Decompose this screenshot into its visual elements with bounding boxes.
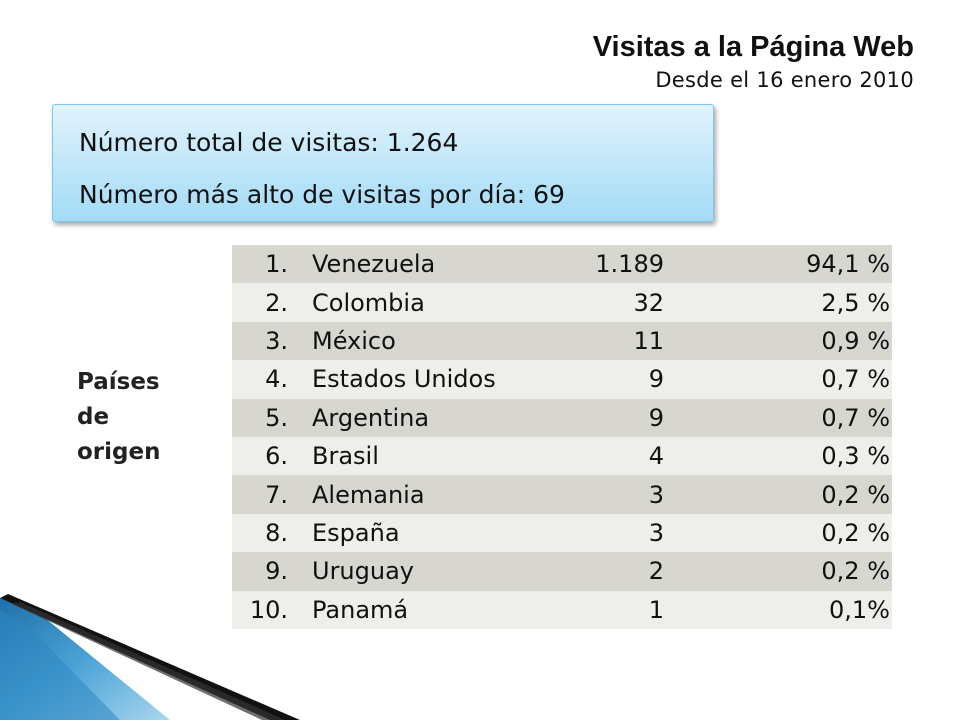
percent-cell: 0,7 % — [668, 360, 892, 399]
table-row: 9. Uruguay 2 0,2 % — [232, 552, 892, 591]
countries-of-origin-label: Países de origen — [77, 365, 160, 470]
table-row: 7. Alemania 3 0,2 % — [232, 475, 892, 514]
title-block: Visitas a la Página Web Desde el 16 ener… — [593, 28, 914, 94]
percent-cell: 0,3 % — [668, 436, 892, 476]
visits-cell: 3 — [542, 475, 668, 514]
percent-cell: 0,9 % — [668, 321, 892, 361]
countries-table: 1. Venezuela 1.189 94,1 % 2. Colombia 32 2,5 % 3… — [232, 245, 892, 629]
table-row: 8. España 3 0,2 % — [232, 513, 892, 553]
percent-cell: 0,7 % — [668, 398, 892, 437]
country-name-cell: Panamá — [312, 590, 542, 629]
country-name-cell: Brasil — [312, 436, 542, 476]
visits-cell: 3 — [542, 513, 668, 553]
page-subtitle: Desde el 16 enero 2010 — [655, 68, 914, 92]
visits-cell: 11 — [542, 321, 668, 361]
rank-cell: 4. — [232, 360, 312, 399]
table-row: 5. Argentina 9 0,7 % — [232, 398, 892, 437]
table-row: 2. Colombia 32 2,5 % — [232, 283, 892, 322]
page-title: Visitas a la Página Web — [592, 31, 914, 63]
side-label-line: de — [77, 404, 110, 430]
percent-cell: 2,5 % — [668, 283, 892, 322]
rank-cell: 3. — [232, 321, 312, 361]
country-name-cell: Argentina — [312, 398, 542, 437]
side-label-line: Países — [77, 369, 160, 395]
rank-cell: 9. — [232, 552, 312, 591]
side-label-line: origen — [77, 439, 161, 465]
decorative-swoosh — [0, 594, 300, 720]
country-name-cell: España — [312, 513, 542, 553]
max-daily-visits-text: Número más alto de visitas por día: 69 — [79, 180, 565, 209]
country-name-cell: Alemania — [312, 475, 542, 514]
country-name-cell: Estados Unidos — [312, 360, 542, 399]
visits-cell: 4 — [542, 436, 668, 476]
percent-cell: 94,1 % — [668, 245, 892, 284]
percent-cell: 0,2 % — [668, 513, 892, 553]
visits-cell: 1 — [542, 590, 668, 629]
rank-cell: 2. — [232, 283, 312, 322]
rank-cell: 10. — [232, 590, 312, 629]
visits-cell: 32 — [542, 283, 668, 322]
country-name-cell: México — [312, 321, 542, 361]
table-row: 10. Panamá 1 0,1% — [232, 590, 892, 629]
visits-cell: 1.189 — [542, 245, 668, 284]
rank-cell: 6. — [232, 436, 312, 476]
table-row: 1. Venezuela 1.189 94,1 % — [232, 245, 892, 284]
table-row: 6. Brasil 4 0,3 % — [232, 436, 892, 476]
country-name-cell: Colombia — [312, 283, 542, 322]
rank-cell: 8. — [232, 513, 312, 553]
percent-cell: 0,2 % — [668, 475, 892, 514]
visits-cell: 2 — [542, 552, 668, 591]
rank-cell: 5. — [232, 398, 312, 437]
rank-cell: 1. — [232, 245, 312, 284]
rank-cell: 7. — [232, 475, 312, 514]
table-row: 4. Estados Unidos 9 0,7 % — [232, 360, 892, 399]
total-visits-text: Número total de visitas: 1.264 — [79, 128, 459, 157]
visits-cell: 9 — [542, 360, 668, 399]
country-name-cell: Venezuela — [312, 245, 542, 284]
visits-cell: 9 — [542, 398, 668, 437]
country-name-cell: Uruguay — [312, 552, 542, 591]
percent-cell: 0,1% — [668, 590, 892, 629]
table-row: 3. México 11 0,9 % — [232, 321, 892, 361]
percent-cell: 0,2 % — [668, 552, 892, 591]
summary-box: Número total de visitas: 1.264 Número má… — [52, 104, 714, 222]
